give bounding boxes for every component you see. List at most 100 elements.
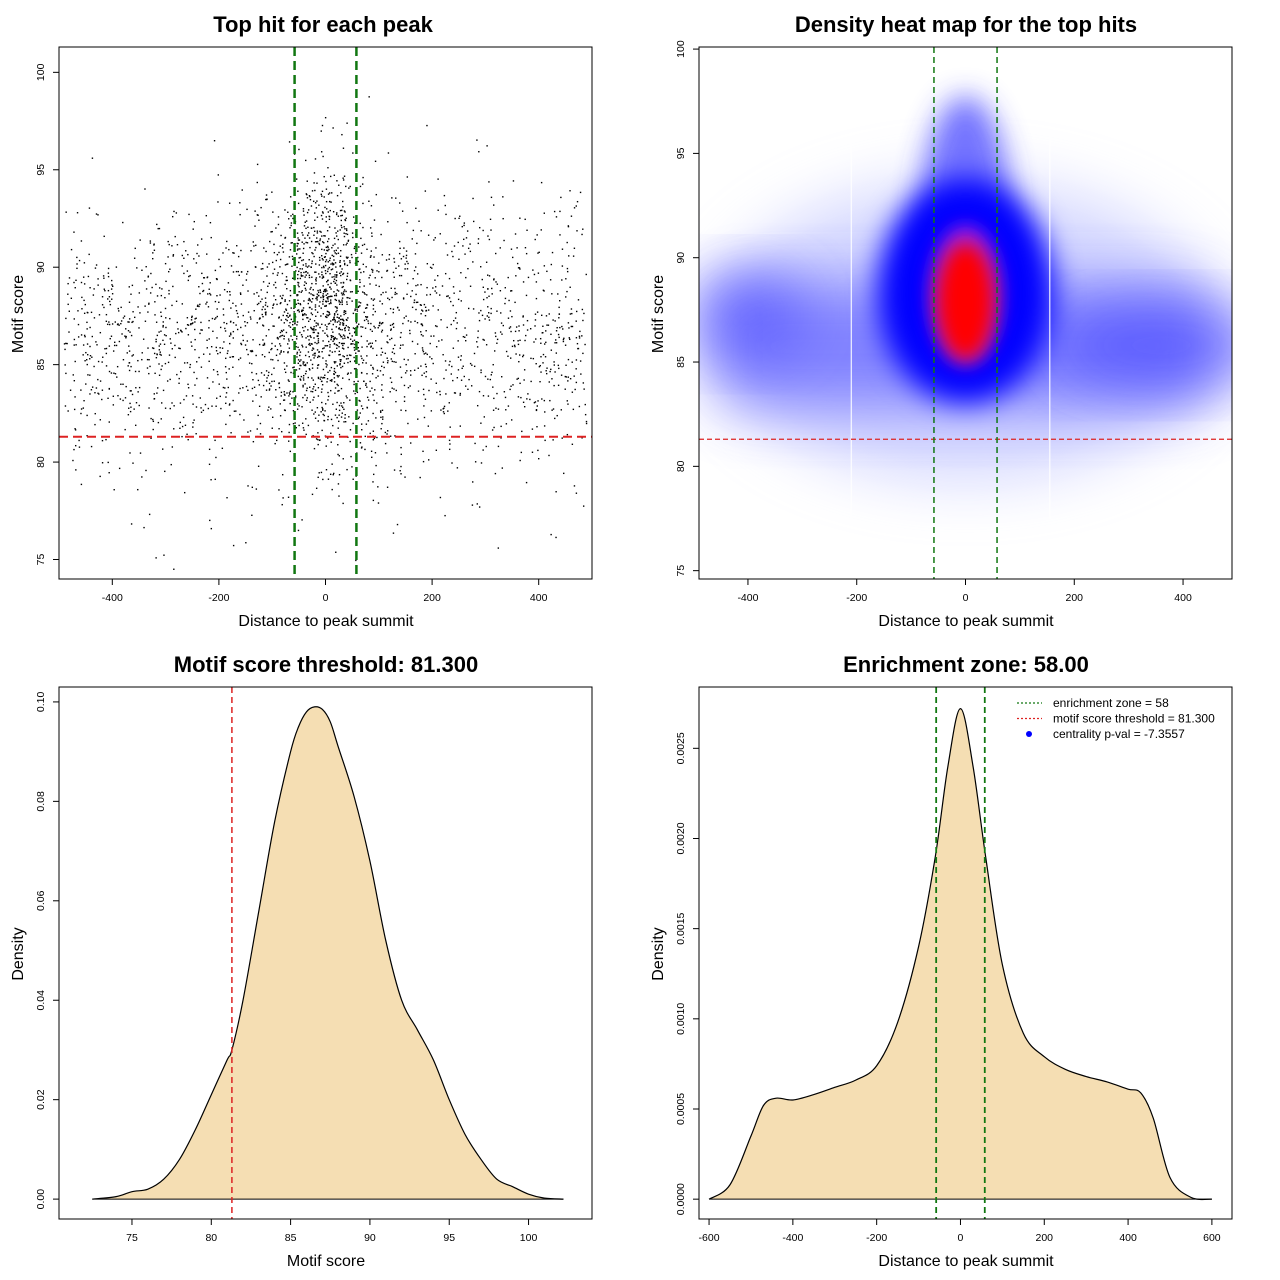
scatter-point [303, 243, 305, 245]
score-density-title: Motif score threshold: 81.300 [174, 652, 478, 677]
scatter-point [290, 318, 293, 321]
scatter-point [423, 372, 425, 374]
scatter-point [225, 402, 227, 405]
scatter-point [496, 392, 498, 395]
scatter-point [296, 335, 298, 338]
scatter-point [547, 324, 550, 326]
scatter-point [387, 360, 389, 362]
scatter-point [128, 350, 131, 352]
scatter-point [272, 304, 274, 307]
scatter-point [316, 356, 319, 359]
distance-density-x-tick-label: 400 [1119, 1232, 1137, 1244]
scatter-point [308, 259, 310, 261]
scatter-point [321, 124, 324, 127]
scatter-point [512, 384, 514, 386]
scatter-point [141, 358, 143, 361]
scatter-point [488, 275, 491, 277]
scatter-point [571, 312, 573, 315]
scatter-point [341, 405, 343, 407]
scatter-point [329, 379, 332, 382]
scatter-point [415, 293, 417, 296]
scatter-point [327, 311, 330, 313]
scatter-point [206, 347, 208, 349]
scatter-point [493, 204, 495, 206]
scatter-point [281, 503, 283, 506]
scatter-point [157, 227, 159, 230]
scatter-point [342, 273, 344, 276]
scatter-point [550, 349, 553, 351]
scatter-point [325, 288, 327, 290]
scatter-point [344, 337, 346, 339]
scatter-point [356, 391, 359, 394]
scatter-point [347, 372, 350, 374]
scatter-point [492, 363, 494, 366]
scatter-point [531, 451, 534, 453]
scatter-point [343, 226, 345, 228]
scatter-point [168, 354, 171, 356]
scatter-point [346, 229, 348, 232]
scatter-point [455, 311, 458, 314]
scatter-point [329, 313, 331, 315]
scatter-point [539, 337, 542, 340]
scatter-point [318, 414, 320, 416]
scatter-point [149, 240, 152, 242]
scatter-point [302, 264, 305, 266]
scatter-point [138, 327, 140, 329]
scatter-point [324, 305, 326, 307]
scatter-point [381, 329, 384, 331]
scatter-point [322, 357, 324, 359]
scatter-point [313, 386, 315, 388]
scatter-point [393, 276, 395, 278]
scatter-point [321, 248, 323, 251]
scatter-point [410, 321, 412, 323]
scatter-point [340, 342, 343, 345]
scatter-point [404, 263, 406, 265]
scatter-point [97, 378, 99, 381]
scatter-point [361, 446, 363, 448]
scatter-point [576, 200, 579, 203]
scatter-point [409, 332, 411, 335]
scatter-point [160, 418, 162, 420]
scatter-point [522, 354, 525, 356]
scatter-point [299, 364, 301, 367]
scatter-point [325, 220, 327, 223]
scatter-point [533, 341, 535, 343]
scatter-point [399, 336, 402, 339]
scatter-point [262, 339, 264, 341]
scatter-point [317, 376, 320, 379]
scatter-point [394, 435, 396, 437]
scatter-point [202, 289, 205, 292]
scatter-point [103, 235, 105, 238]
scatter-point [545, 315, 548, 317]
scatter-point [334, 336, 336, 339]
scatter-point [344, 262, 346, 265]
scatter-point [128, 407, 130, 409]
scatter-point [343, 408, 345, 411]
scatter-point [334, 243, 336, 245]
scatter-point [544, 356, 547, 358]
scatter-point [359, 279, 361, 281]
scatter-point [432, 287, 434, 289]
scatter-point [320, 391, 323, 393]
scatter-point [365, 266, 367, 268]
scatter-point [280, 302, 282, 304]
scatter-point [299, 360, 301, 363]
scatter-point [452, 304, 454, 307]
scatter-point [152, 257, 154, 260]
scatter-point [117, 394, 119, 397]
scatter-point [271, 313, 273, 316]
heatmap-y-axis-label: Motif score [650, 275, 667, 353]
scatter-point [338, 455, 341, 457]
scatter-point [311, 260, 313, 262]
scatter-point [314, 411, 316, 413]
scatter-point [342, 244, 345, 246]
scatter-point [362, 326, 364, 328]
scatter-point [380, 347, 383, 350]
scatter-point [546, 367, 548, 369]
scatter-point [270, 231, 272, 233]
scatter-point [354, 309, 356, 312]
scatter-point [63, 343, 66, 345]
scatter-point [343, 232, 345, 234]
scatter-point [156, 392, 158, 394]
scatter-point [551, 251, 554, 254]
